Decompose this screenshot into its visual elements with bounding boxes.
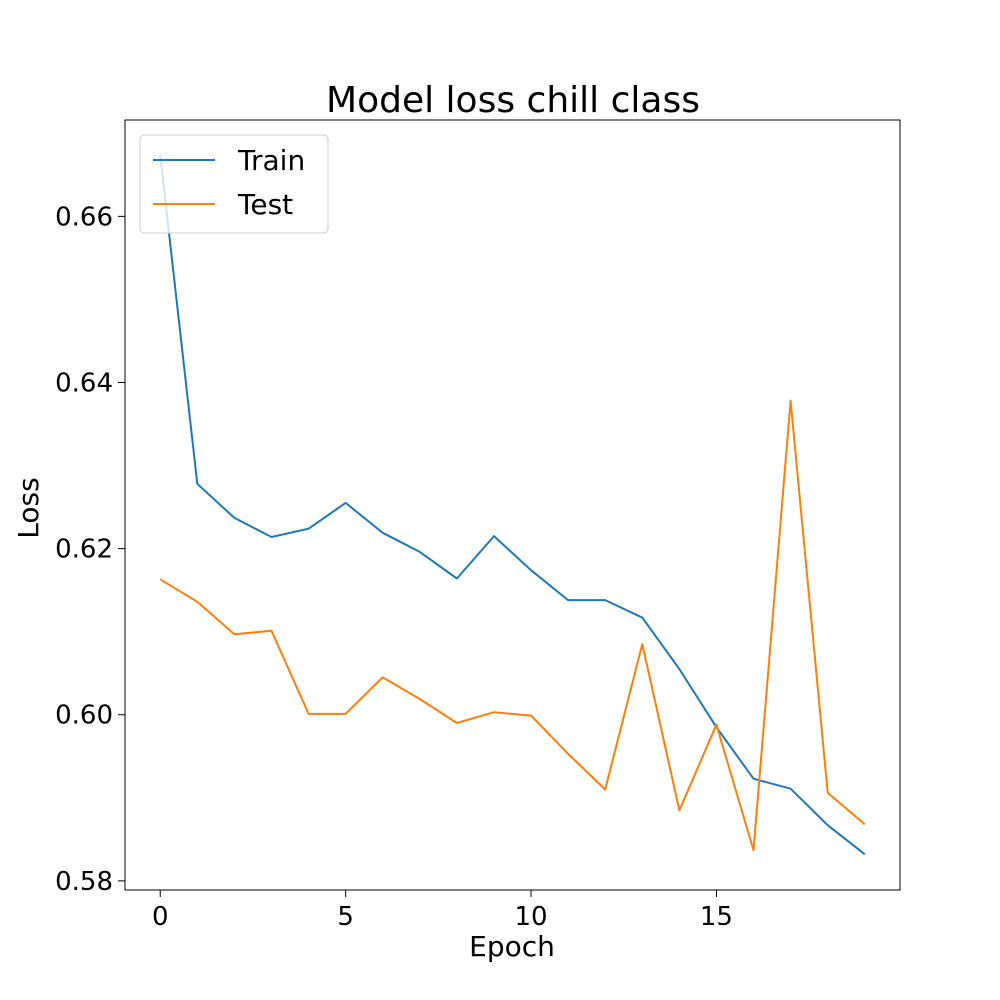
legend-label-train: Train bbox=[237, 144, 305, 177]
series-layer bbox=[159, 154, 866, 856]
x-axis-label: Epoch bbox=[469, 930, 555, 963]
y-tick-label: 0.64 bbox=[55, 368, 113, 398]
series-line-test bbox=[159, 399, 866, 852]
x-tick-label: 15 bbox=[700, 902, 733, 932]
legend: Train Test bbox=[139, 134, 329, 234]
x-tick-label: 0 bbox=[152, 902, 169, 932]
y-tick-label: 0.66 bbox=[55, 202, 113, 232]
y-tick-label: 0.58 bbox=[55, 867, 113, 897]
plot-frame bbox=[124, 119, 901, 891]
y-tick-label: 0.62 bbox=[55, 535, 113, 565]
x-axis-ticks: 0 5 10 15 bbox=[152, 890, 733, 932]
series-line-train bbox=[159, 154, 866, 856]
x-tick-label: 5 bbox=[337, 902, 354, 932]
y-axis-ticks: 0.58 0.60 0.62 0.64 0.66 bbox=[55, 202, 125, 897]
y-axis-label: Loss bbox=[12, 477, 45, 538]
y-tick-label: 0.60 bbox=[55, 701, 113, 731]
chart-title: Model loss chill class bbox=[326, 80, 700, 121]
x-tick-label: 10 bbox=[514, 902, 547, 932]
legend-label-test: Test bbox=[237, 188, 293, 221]
